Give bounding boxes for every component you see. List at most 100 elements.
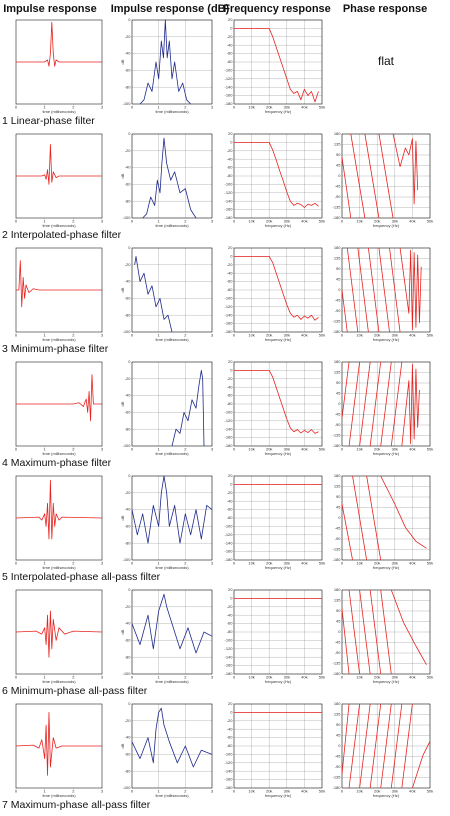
y-tick-label: -90 [335,536,342,541]
x-tick-label: 0 [233,789,236,794]
y-tick-label: -60 [227,393,234,398]
y-tick-label: -20 [125,34,132,39]
y-tick-label: 0 [230,367,233,372]
x-axis-label: time (milliseconds) [42,109,76,114]
x-axis-label: frequency (Hz) [265,679,292,684]
x-tick-label: 0 [233,561,236,566]
x-tick-label: 50k [427,333,433,338]
y-tick-label: 180 [334,473,341,478]
x-axis-label: frequency (Hz) [265,337,292,342]
y-tick-label: 0 [128,473,131,478]
response-line [234,255,319,321]
y-tick-label: -80 [125,84,132,89]
y-tick-label: -135 [332,319,341,324]
y-tick-label: 0 [230,253,233,258]
x-tick-label: 10k [356,333,362,338]
y-tick-label: -45 [335,184,342,189]
y-tick-label: 0 [128,131,131,136]
row-label: 7 Maximum-phase all-pass filter [2,799,151,811]
x-tick-label: 20k [266,447,272,452]
y-tick-label: -40 [125,165,132,170]
y-tick-label: -40 [227,726,234,731]
y-tick-label: -90 [335,650,342,655]
x-tick-label: 2 [184,447,187,452]
y-tick-label: 45 [336,505,341,510]
x-axis-label: time (milliseconds) [155,679,189,684]
y-tick-label: 45 [336,619,341,624]
x-tick-label: 1 [158,333,161,338]
x-tick-label: 3 [101,561,104,566]
y-tick-label: 90 [336,152,341,157]
x-tick-label: 0 [15,105,18,110]
y-tick-label: 135 [334,712,341,717]
y-tick-label: -80 [227,173,234,178]
plot-frame [131,19,213,105]
y-tick-label: -140 [224,654,233,659]
x-tick-label: 0 [15,333,18,338]
x-tick-label: 1 [44,675,47,680]
plot-frame [131,589,213,675]
y-tick-label: 20 [228,473,233,478]
y-tick-label: 135 [334,370,341,375]
y-tick-label: 20 [228,701,233,706]
x-tick-label: 30k [284,675,290,680]
x-tick-label: 3 [101,219,104,224]
y-tick-label: -40 [227,270,234,275]
y-tick-label: -90 [335,422,342,427]
response-line [139,19,191,105]
x-tick-label: 10k [248,219,254,224]
x-tick-label: 2 [72,219,75,224]
y-tick-label: 0 [338,743,341,748]
y-tick-label: -100 [122,101,131,106]
y-tick-label: 45 [336,163,341,168]
y-tick-label: 45 [336,733,341,738]
x-tick-label: 10k [248,675,254,680]
x-tick-label: 0 [233,333,236,338]
y-tick-label: -90 [335,308,342,313]
x-axis-label: time (milliseconds) [42,223,76,228]
x-tick-label: 0 [15,675,18,680]
y-tick-label: 20 [228,245,233,250]
y-tick-label: -180 [332,329,341,334]
x-tick-label: 40k [409,561,415,566]
y-tick-label: -45 [335,754,342,759]
y-tick-label: -20 [227,148,234,153]
y-tick-label: 0 [128,245,131,250]
y-tick-label: -180 [224,215,233,220]
y-axis-label: dB [120,515,125,520]
x-tick-label: 30k [392,219,398,224]
plot-frame [233,247,323,333]
x-tick-label: 3 [101,105,104,110]
y-tick-label: -180 [332,671,341,676]
y-tick-label: -100 [224,67,233,72]
x-tick-label: 30k [392,675,398,680]
y-tick-label: 135 [334,598,341,603]
x-tick-label: 0 [131,789,134,794]
y-tick-label: -120 [224,532,233,537]
y-tick-label: -60 [227,279,234,284]
annotation: flat [378,54,395,68]
y-tick-label: 180 [334,131,341,136]
x-tick-label: 10k [248,561,254,566]
x-tick-label: 20k [374,219,380,224]
x-tick-label: 0 [341,675,344,680]
x-tick-label: 40k [301,105,307,110]
y-tick-label: -135 [332,547,341,552]
x-tick-label: 10k [248,447,254,452]
y-tick-label: -40 [125,735,132,740]
y-tick-label: -60 [125,181,132,186]
y-tick-label: -80 [227,629,234,634]
plot-frame [341,133,431,219]
y-axis-label: dB [120,401,125,406]
y-tick-label: -160 [224,663,233,668]
x-tick-label: 10k [248,789,254,794]
x-tick-label: 0 [233,447,236,452]
y-tick-label: -135 [332,661,341,666]
y-tick-label: 90 [336,722,341,727]
response-line [341,475,427,561]
x-tick-label: 30k [284,561,290,566]
x-tick-label: 40k [409,675,415,680]
response-line [131,593,213,654]
x-tick-label: 20k [266,561,272,566]
plot-frame [131,703,213,789]
